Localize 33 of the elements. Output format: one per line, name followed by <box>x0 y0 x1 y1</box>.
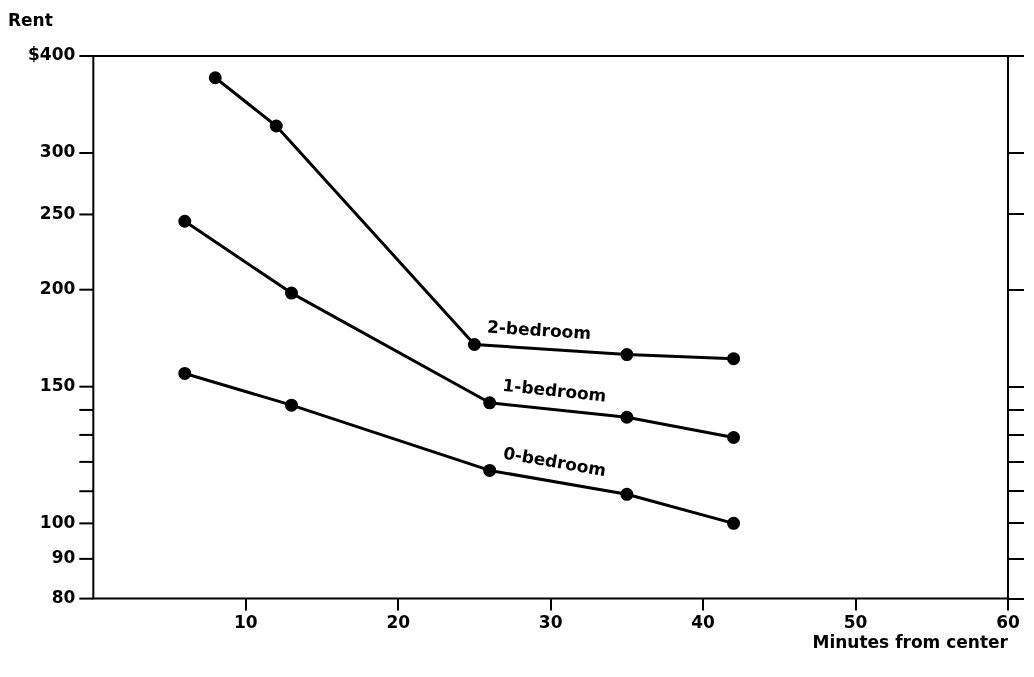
y-tick-label: 100 <box>39 511 76 532</box>
point <box>178 366 192 380</box>
point <box>727 516 741 530</box>
point <box>727 352 741 366</box>
point <box>285 286 298 300</box>
y-tick-label: 300 <box>39 141 76 162</box>
series-label: 2-bedroom <box>486 316 592 344</box>
point <box>269 119 283 133</box>
x-tick-label: 10 <box>233 612 258 633</box>
x-tick-label: 40 <box>691 612 716 633</box>
y-tick-label: 80 <box>51 587 76 608</box>
x-tick-label: 30 <box>538 612 563 633</box>
point <box>467 337 481 351</box>
point <box>483 463 497 477</box>
point <box>285 398 298 412</box>
y-tick-label: 250 <box>39 202 76 223</box>
y-axis-title: Rent <box>8 9 53 30</box>
y-tick-label: 150 <box>39 375 76 396</box>
point <box>620 348 634 362</box>
point <box>178 214 192 228</box>
point <box>208 71 222 85</box>
x-tick-label: 60 <box>996 612 1020 633</box>
point <box>620 410 634 424</box>
x-tick-label: 20 <box>386 612 411 633</box>
point <box>727 431 741 445</box>
y-tick-label: 90 <box>51 547 76 568</box>
point <box>620 487 634 501</box>
x-tick-label: 50 <box>843 612 868 633</box>
x-axis-title: Minutes from center <box>812 631 1009 652</box>
y-tick-label: 200 <box>39 278 76 299</box>
text: 1-bedroom <box>501 374 608 406</box>
point <box>483 396 497 410</box>
y-tick-label: $400 <box>27 44 76 65</box>
